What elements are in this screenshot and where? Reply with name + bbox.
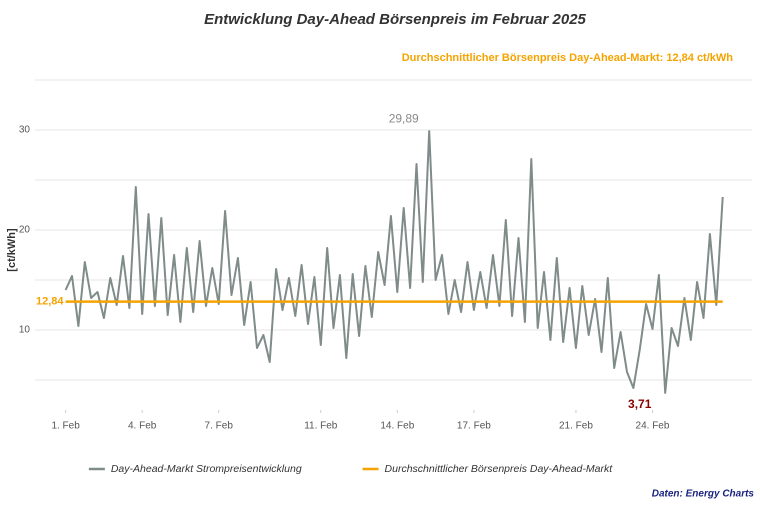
y-axis-label: [ct/kWh] xyxy=(6,228,18,272)
y-tick-label: 30 xyxy=(19,125,31,136)
average-label: 12,84 xyxy=(36,296,64,308)
y-tick-label: 20 xyxy=(19,225,31,236)
legend-label: Durchschnittlicher Börsenpreis Day-Ahead… xyxy=(385,463,614,475)
x-tick-label: 21. Feb xyxy=(559,421,593,432)
x-tick-label: 11. Feb xyxy=(304,421,338,432)
chart-title: Entwicklung Day-Ahead Börsenpreis im Feb… xyxy=(204,11,586,28)
x-tick-label: 14. Feb xyxy=(380,421,414,432)
x-tick-label: 1. Feb xyxy=(51,421,80,432)
x-tick-label: 24. Feb xyxy=(636,421,670,432)
y-tick-label: 10 xyxy=(19,325,31,336)
legend-label: Day-Ahead-Markt Strompreisentwicklung xyxy=(111,463,302,475)
average-annotation: Durchschnittlicher Börsenpreis Day-Ahead… xyxy=(402,52,734,64)
extreme-label: 29,89 xyxy=(389,111,419,125)
source: Daten: Energy Charts xyxy=(652,489,755,500)
x-tick-label: 17. Feb xyxy=(457,421,491,432)
x-tick-label: 7. Feb xyxy=(205,421,234,432)
price-line xyxy=(64,130,724,394)
x-tick-label: 4. Feb xyxy=(128,421,157,432)
extreme-label: 3,71 xyxy=(628,397,652,411)
